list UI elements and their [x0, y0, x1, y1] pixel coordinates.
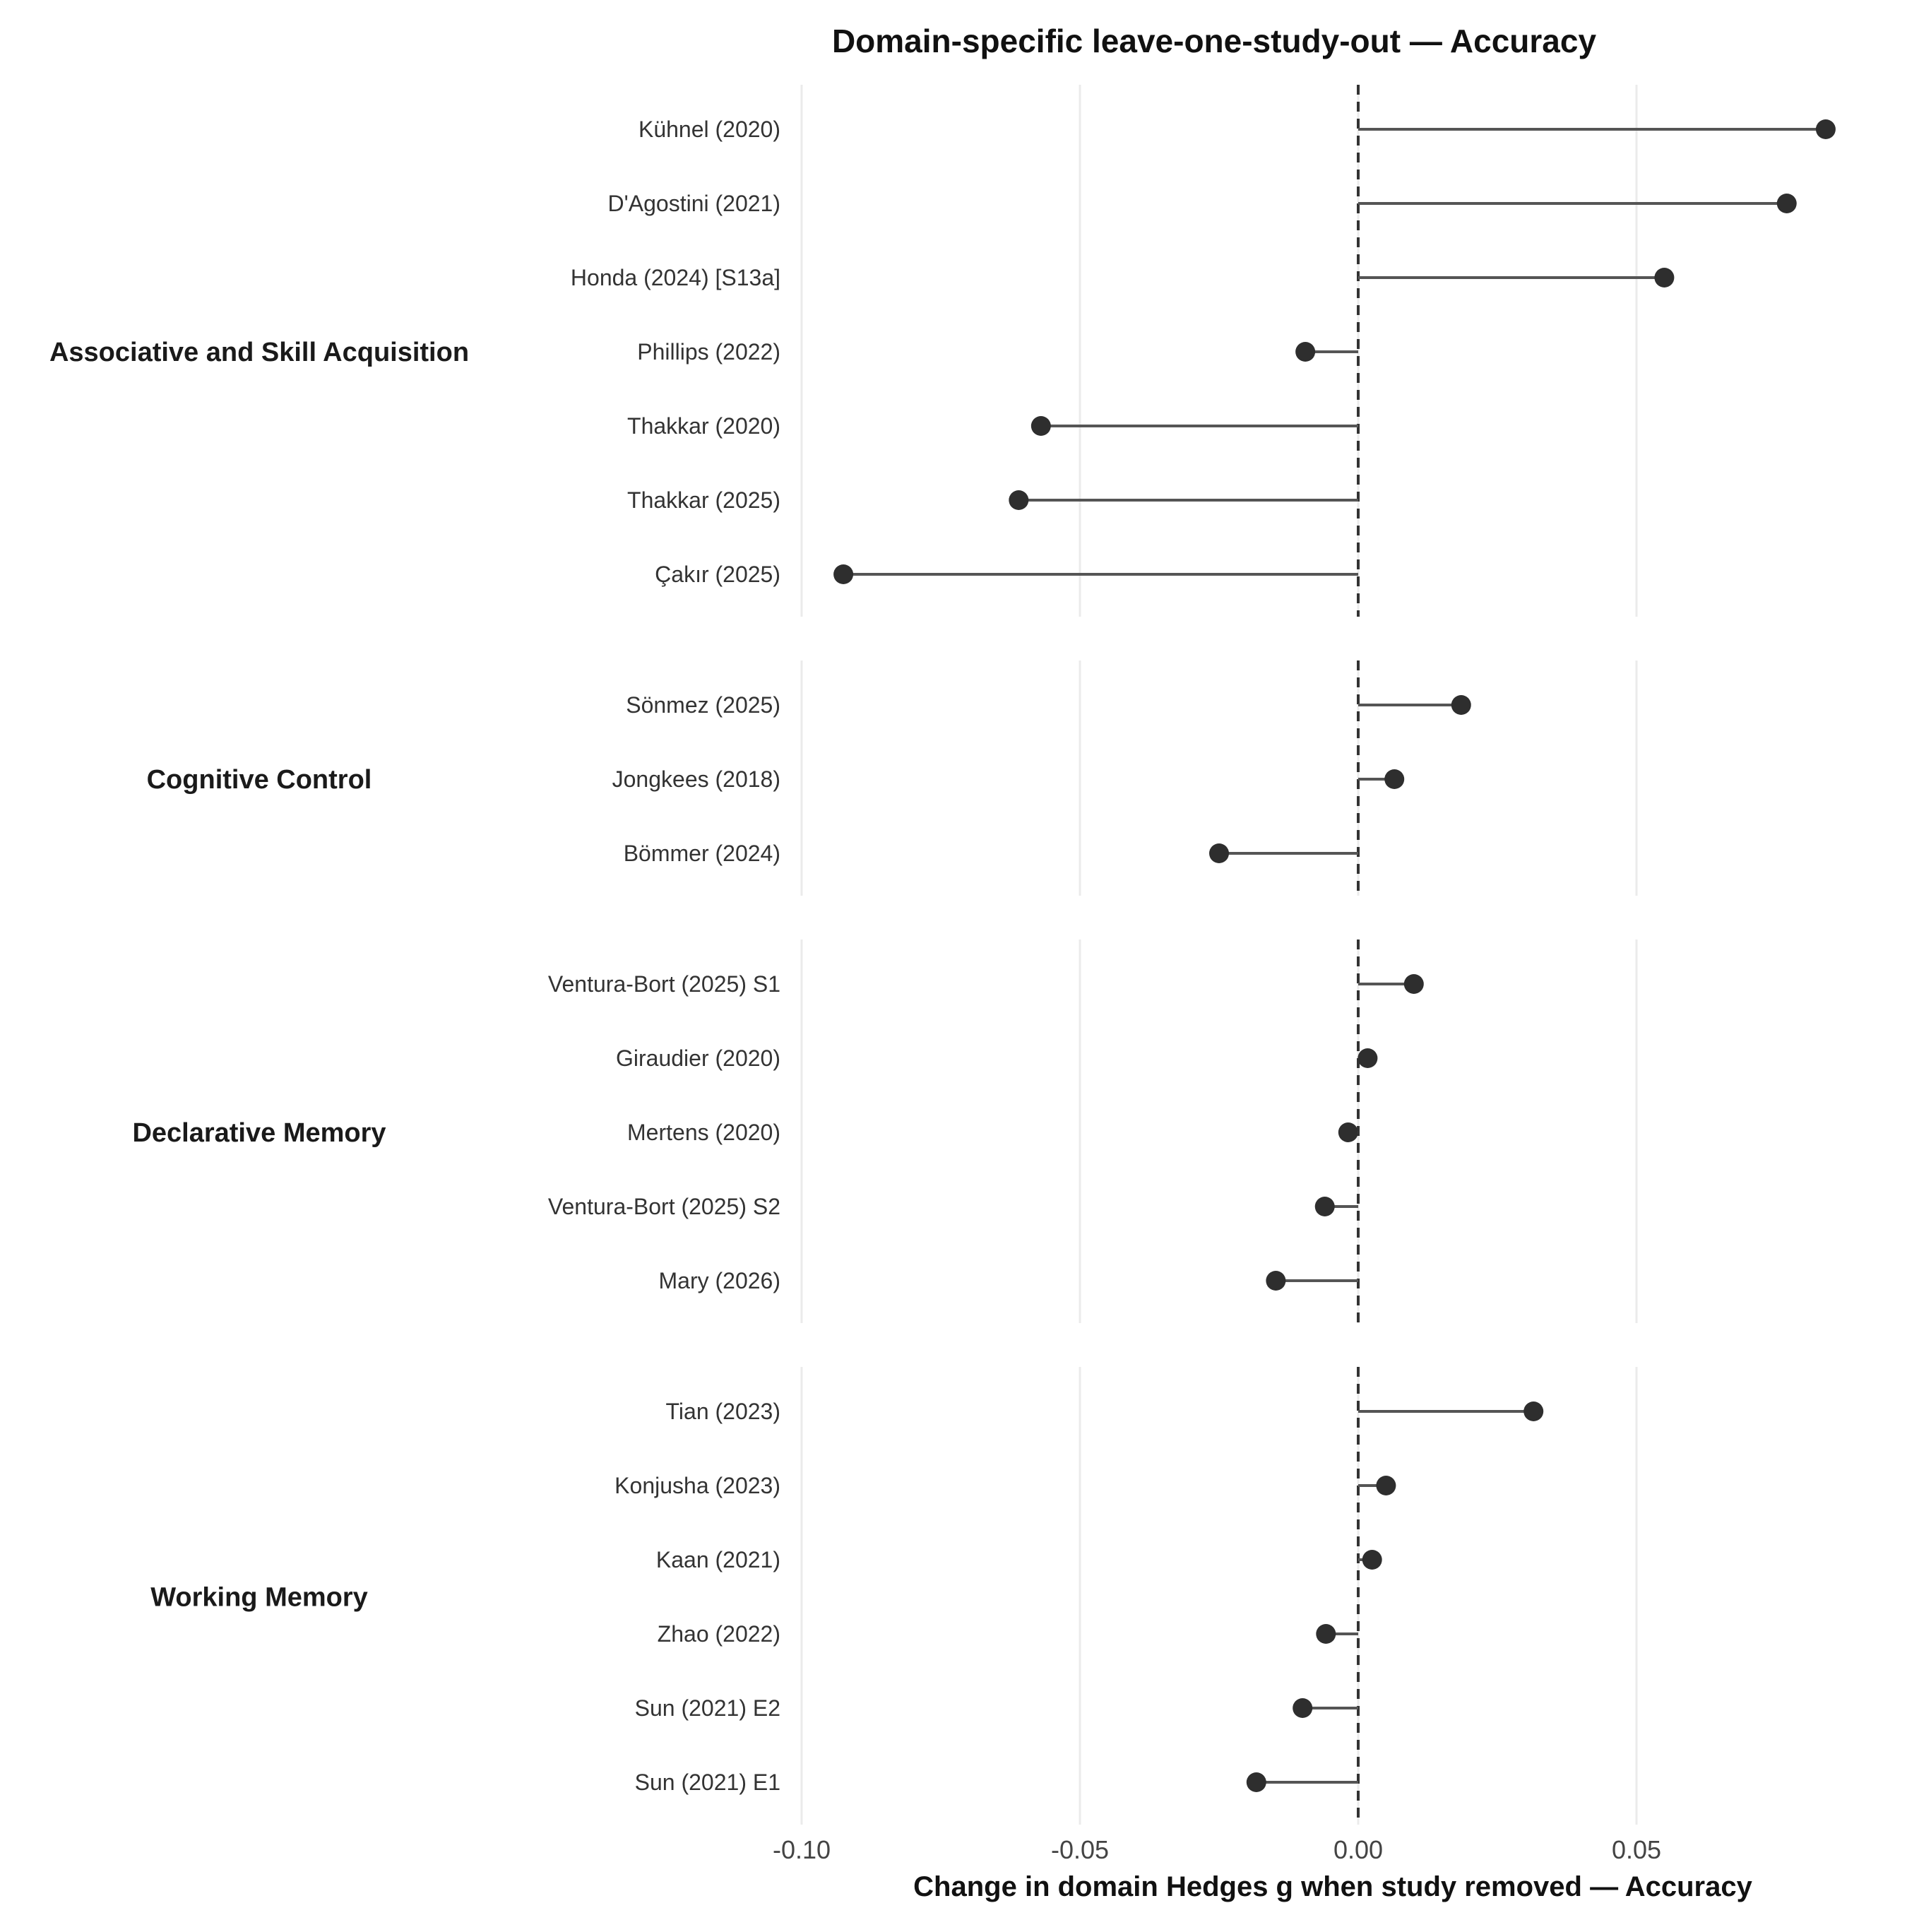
domain-label: Associative and Skill Acquisition [49, 338, 469, 367]
data-point [1815, 119, 1836, 139]
data-point [1358, 1048, 1378, 1068]
data-point [1403, 974, 1424, 994]
x-axis-label: Change in domain Hedges g when study rem… [913, 1871, 1752, 1902]
data-point [1316, 1624, 1336, 1644]
data-point [1295, 342, 1316, 362]
data-point [1009, 490, 1029, 510]
study-label: Kühnel (2020) [638, 117, 780, 142]
study-label: Phillips (2022) [637, 339, 780, 365]
labels-layer: Associative and Skill Acquisition Kühnel … [49, 117, 780, 1795]
study-label: D'Agostini (2021) [608, 191, 780, 216]
marks-layer [833, 119, 1836, 1792]
data-point [1776, 194, 1797, 213]
domain-label: Declarative Memory [132, 1118, 386, 1148]
x-tick-label: -0.10 [773, 1835, 831, 1864]
study-label: Jongkees (2018) [612, 766, 780, 792]
data-point [1209, 843, 1229, 863]
study-label: Mertens (2020) [627, 1120, 780, 1145]
study-label: Honda (2024) [S13a] [571, 265, 780, 290]
study-label: Sönmez (2025) [626, 692, 780, 718]
data-point [1451, 695, 1471, 715]
study-label: Kaan (2021) [656, 1547, 780, 1572]
data-point [1030, 416, 1051, 436]
data-point [1246, 1772, 1266, 1792]
chart-title: Domain-specific leave-one-study-out — Ac… [832, 23, 1597, 59]
data-point [1384, 769, 1405, 789]
study-label: Mary (2026) [659, 1268, 781, 1293]
study-label: Sun (2021) E2 [635, 1695, 780, 1721]
study-label: Sun (2021) E1 [635, 1770, 780, 1795]
domain-label: Working Memory [150, 1583, 368, 1613]
grid-layer [800, 85, 1638, 1825]
data-point [1338, 1122, 1358, 1142]
study-label: Çakır (2025) [655, 562, 780, 587]
x-tick-layer: -0.10 -0.05 0.00 0.05 [773, 1835, 1661, 1864]
data-point [1266, 1271, 1286, 1291]
study-label: Ventura-Bort (2025) S1 [548, 971, 780, 997]
study-label: Thakkar (2025) [627, 487, 780, 513]
data-point [1376, 1476, 1396, 1495]
x-tick-label: 0.00 [1333, 1835, 1383, 1864]
study-label: Bömmer (2024) [624, 841, 780, 866]
domain-label: Cognitive Control [147, 765, 372, 795]
study-label: Zhao (2022) [658, 1621, 780, 1647]
data-point [833, 564, 854, 584]
study-label: Konjusha (2023) [614, 1473, 780, 1498]
study-label: Ventura-Bort (2025) S2 [548, 1194, 780, 1219]
study-label: Thakkar (2020) [627, 413, 780, 439]
x-tick-label: 0.05 [1612, 1835, 1661, 1864]
study-label: Giraudier (2020) [616, 1045, 780, 1071]
x-tick-label: -0.05 [1051, 1835, 1109, 1864]
data-point [1362, 1550, 1382, 1570]
data-point [1314, 1197, 1335, 1216]
study-label: Tian (2023) [666, 1399, 780, 1424]
data-point [1523, 1401, 1544, 1421]
data-point [1654, 268, 1675, 288]
data-point [1293, 1698, 1313, 1718]
